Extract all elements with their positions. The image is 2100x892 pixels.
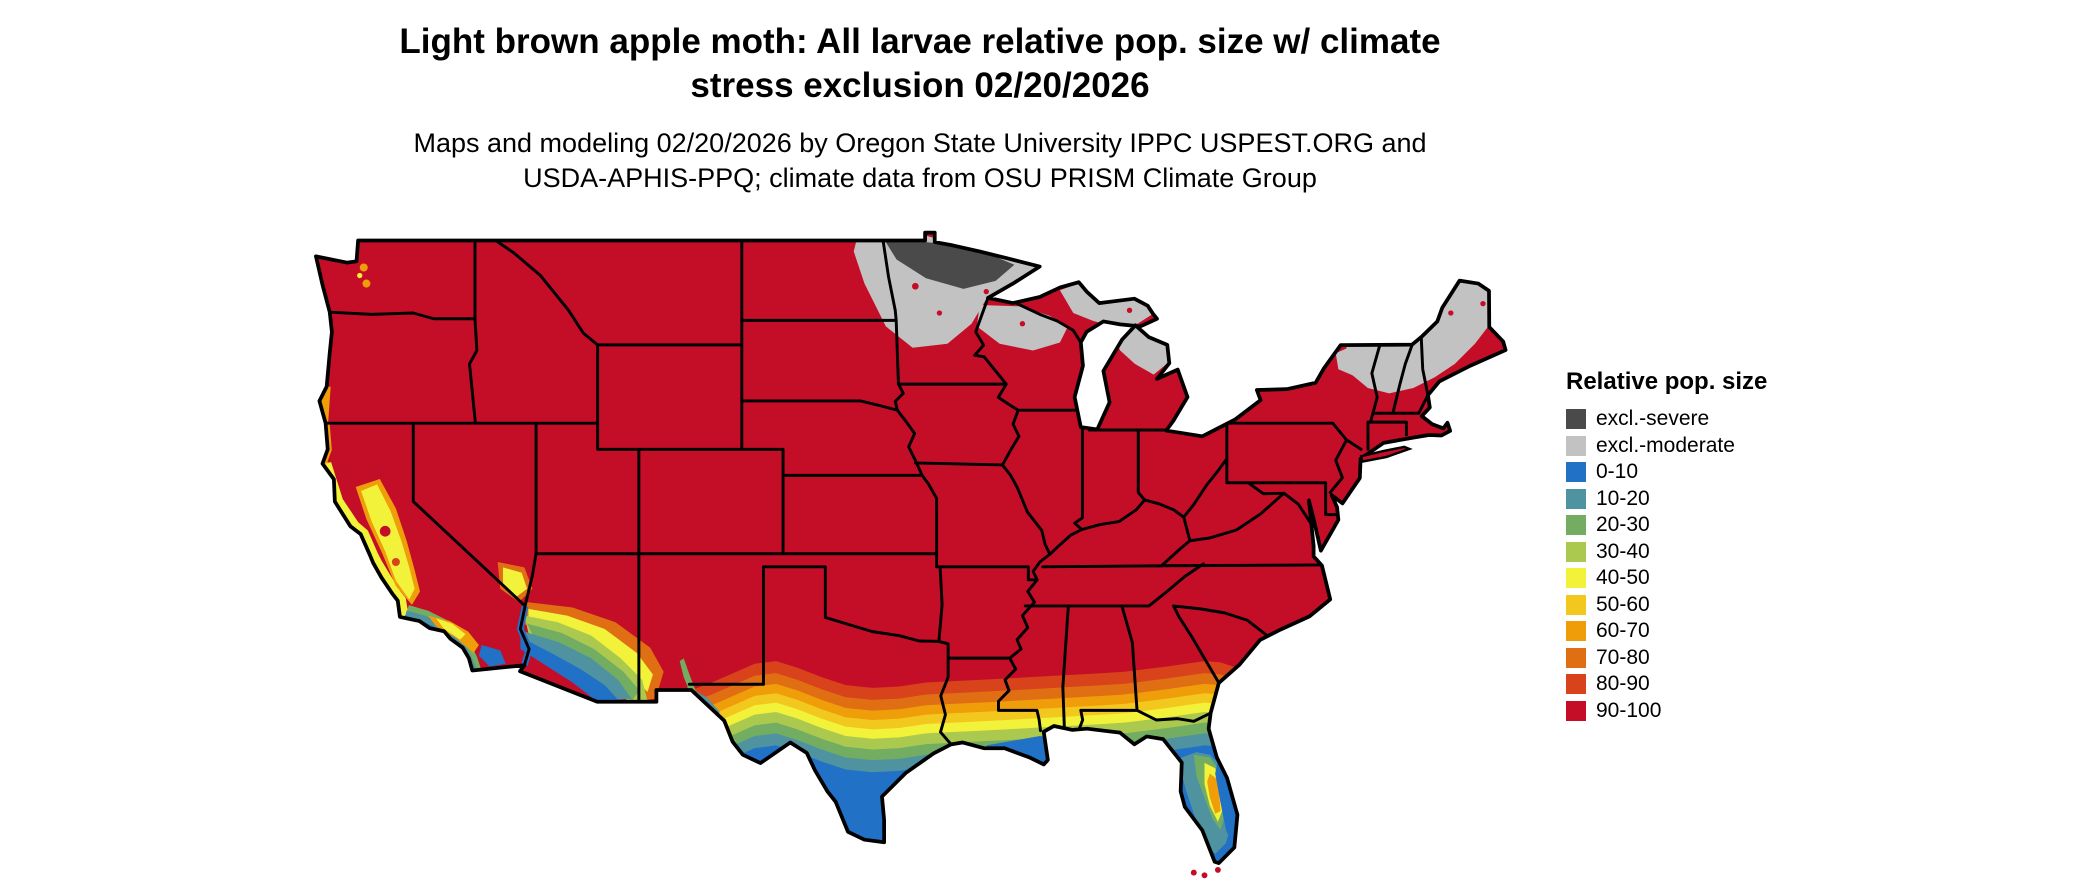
florida-keys [1190,866,1221,879]
figure-subtitle: Maps and modeling 02/20/2026 by Oregon S… [100,126,1740,197]
legend-swatch [1566,594,1586,615]
legend-swatch [1566,462,1586,483]
legend-swatch [1566,700,1586,721]
legend-item: 10-20 [1566,486,1767,513]
legend-swatch [1566,435,1586,456]
legend-label: 80-90 [1596,672,1650,696]
legend-label: 40-50 [1596,566,1650,590]
legend-swatch [1566,541,1586,562]
legend-label: excl.-moderate [1596,433,1735,457]
legend-label: 90-100 [1596,698,1662,722]
legend-swatch [1566,409,1586,430]
us-population-map [310,230,1526,886]
legend-swatch [1566,621,1586,642]
legend-item: 80-90 [1566,671,1767,698]
legend-item: 30-40 [1566,539,1767,566]
legend-label: 60-70 [1596,619,1650,643]
legend: Relative pop. size excl.-severe excl.-mod… [1566,368,1767,724]
exclusion-severe-region [883,238,1015,289]
legend-label: 10-20 [1596,486,1650,510]
legend-item: 50-60 [1566,592,1767,619]
subtitle-line2: USDA-APHIS-PPQ; climate data from OSU PR… [523,163,1317,194]
legend-swatch [1566,647,1586,668]
state-borders [324,238,1430,746]
legend-rows: excl.-severe excl.-moderate 0-10 10-20 20-30… [1566,406,1767,724]
figure-header: Light brown apple moth: All larvae relat… [100,20,1740,197]
subtitle-line1: Maps and modeling 02/20/2026 by Oregon S… [413,127,1427,158]
legend-label: 30-40 [1596,539,1650,563]
legend-item: 60-70 [1566,618,1767,645]
page-title-line1: Light brown apple moth: All larvae relat… [399,22,1441,61]
legend-item: excl.-moderate [1566,433,1767,460]
legend-swatch [1566,568,1586,589]
legend-label: 70-80 [1596,645,1650,669]
legend-item: 90-100 [1566,698,1767,725]
us-outline [314,230,1508,865]
legend-label: 20-30 [1596,513,1650,537]
legend-item: 70-80 [1566,645,1767,672]
legend-item: 40-50 [1566,565,1767,592]
legend-item: 20-30 [1566,512,1767,539]
legend-item: excl.-severe [1566,406,1767,433]
long-island [1359,445,1413,464]
legend-swatch [1566,674,1586,695]
legend-label: 50-60 [1596,592,1650,616]
legend-label: 0-10 [1596,460,1639,484]
legend-swatch [1566,515,1586,536]
legend-swatch [1566,488,1586,509]
us-map-svg [314,230,1508,879]
page-title-line2: stress exclusion 02/20/2026 [690,65,1150,105]
legend-label: excl.-severe [1596,407,1710,431]
legend-title: Relative pop. size [1566,368,1768,395]
legend-item: 0-10 [1566,459,1767,486]
